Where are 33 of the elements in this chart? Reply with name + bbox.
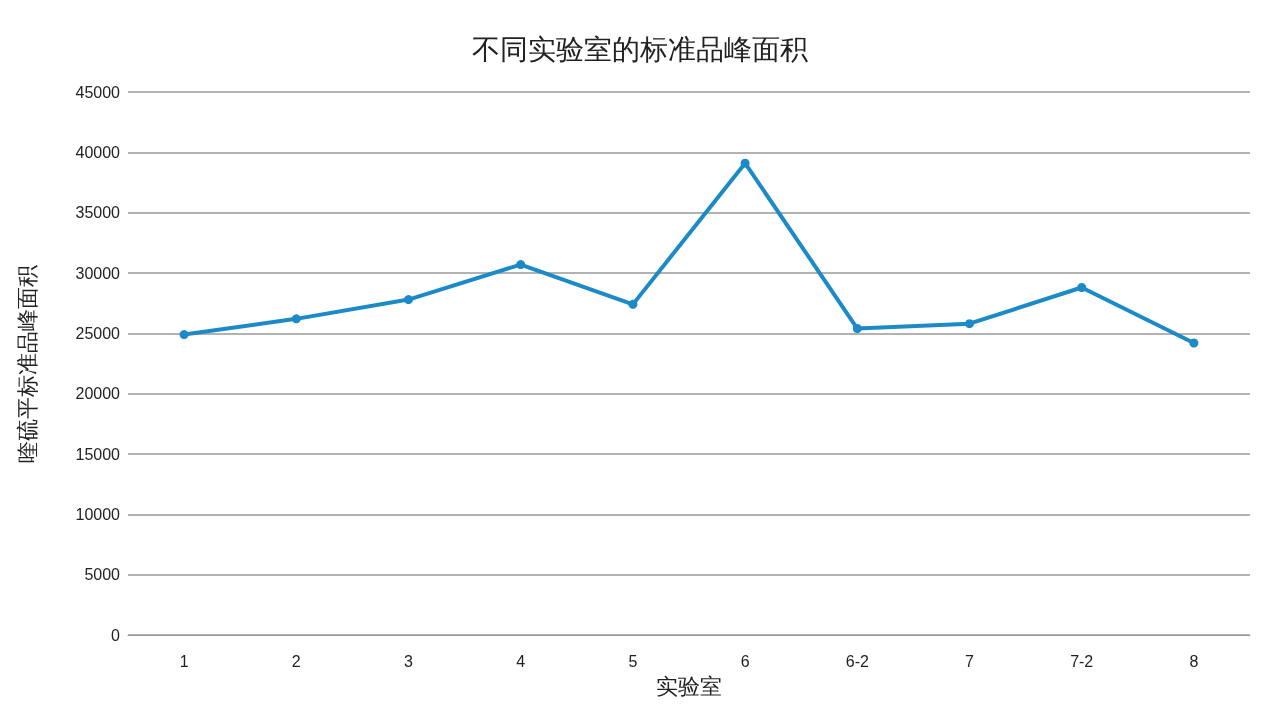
x-tick-label: 6-2 — [845, 652, 869, 670]
x-tick-label: 1 — [179, 652, 189, 670]
point — [291, 314, 301, 324]
x-tick-label: 4 — [516, 652, 526, 670]
x-tick-label: 7 — [965, 652, 975, 670]
y-tick-label: 45000 — [75, 83, 121, 101]
point — [740, 158, 750, 168]
point — [404, 295, 413, 305]
y-tick-label: 0 — [111, 626, 121, 644]
y-axis-title: 喹硫平标准品峰面积 — [14, 264, 40, 463]
y-tick-label: 30000 — [75, 264, 121, 282]
point — [965, 319, 974, 329]
y-tick-label: 35000 — [75, 204, 121, 222]
x-tick-label: 7-2 — [1070, 652, 1094, 670]
y-tick-label: 25000 — [75, 324, 121, 342]
chart-title: 不同实验室的标准品峰面积 — [472, 33, 808, 65]
x-axis-title: 实验室 — [656, 673, 722, 699]
point — [516, 260, 526, 270]
y-tick-label: 20000 — [75, 385, 121, 403]
x-tick-label: 8 — [1189, 652, 1199, 670]
point — [1189, 338, 1199, 348]
x-tick-label: 3 — [404, 652, 414, 670]
y-tick-label: 10000 — [75, 505, 121, 523]
x-tick-label: 6 — [740, 652, 750, 670]
x-tick-label: 2 — [291, 652, 301, 670]
point — [1077, 282, 1087, 292]
x-tick-label: 5 — [628, 652, 638, 670]
point — [179, 330, 189, 340]
y-tick-label: 15000 — [75, 445, 121, 463]
point — [852, 324, 862, 333]
y-tick-label: 5000 — [84, 566, 121, 584]
point — [628, 299, 638, 309]
y-tick-label: 40000 — [75, 143, 121, 161]
